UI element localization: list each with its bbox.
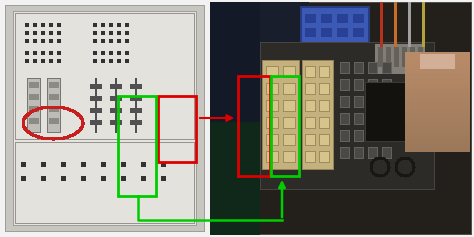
Bar [238, 76, 270, 176]
Bar [271, 76, 299, 176]
Bar [158, 96, 196, 162]
Bar [118, 96, 156, 196]
